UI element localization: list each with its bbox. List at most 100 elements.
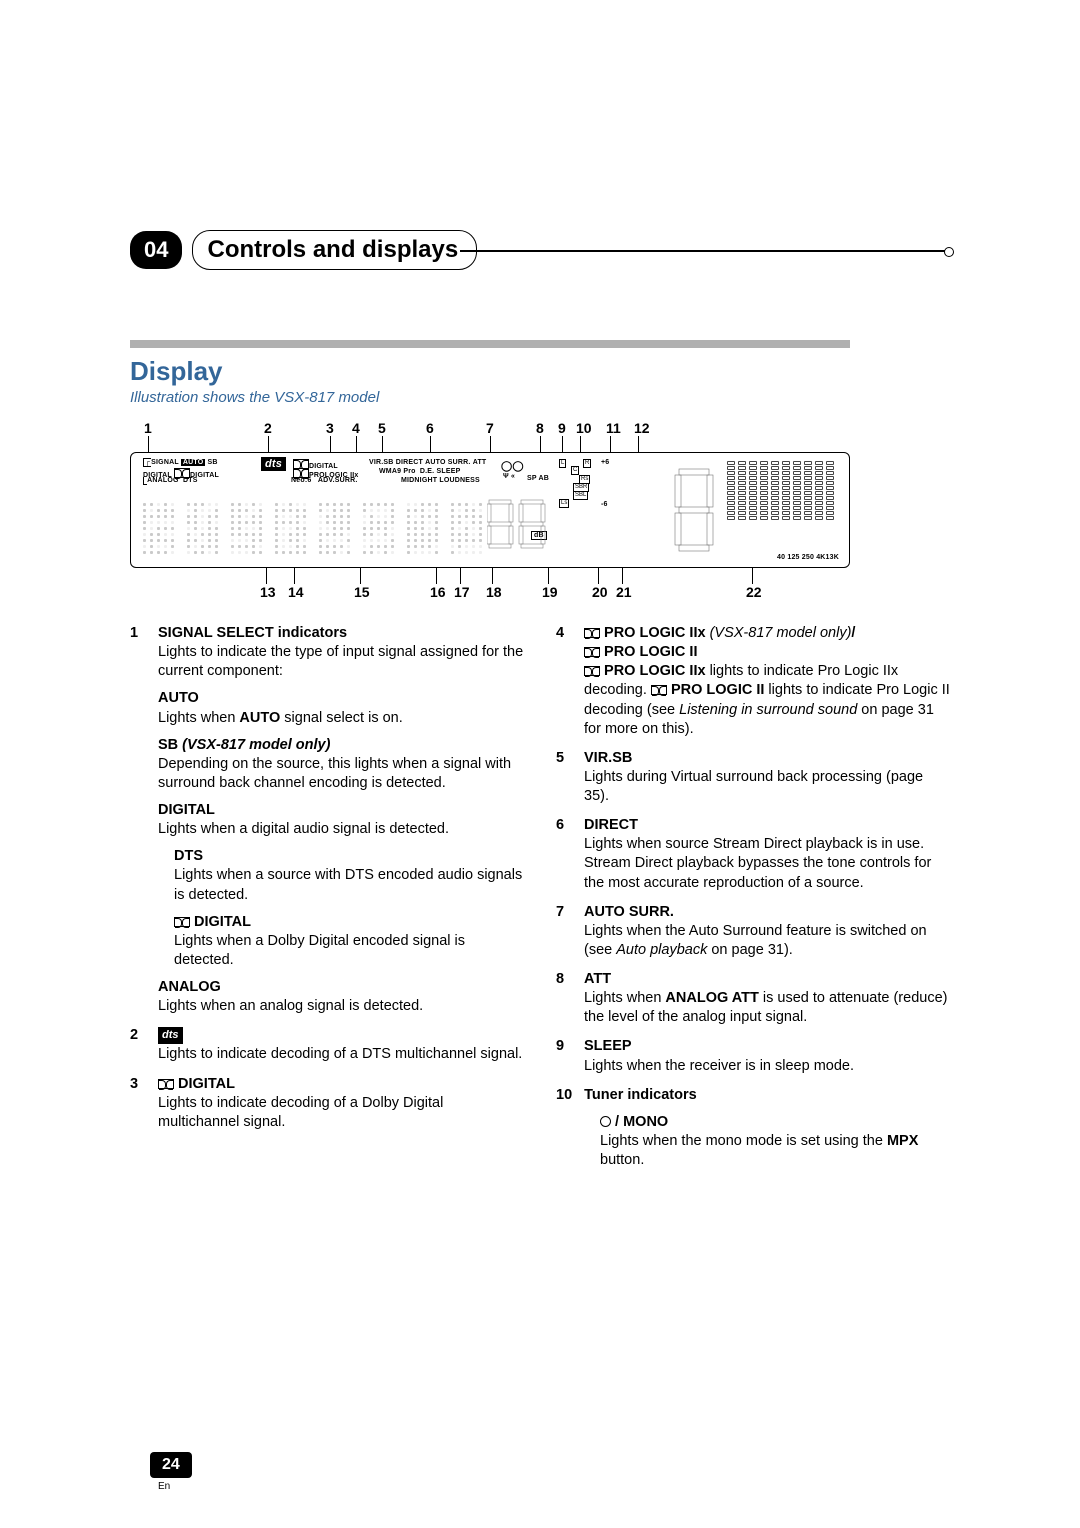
item-num: 10 [556,1086,572,1105]
spk-c: C [571,466,579,475]
item-num: 3 [130,1075,146,1094]
item-title: PRO LOGIC IIx (VSX-817 model only)/ PRO … [584,624,855,662]
item-title: Tuner indicators [584,1086,697,1105]
sp-label: SP AB [527,475,549,482]
document-page: 04 Controls and displays Display Illustr… [0,0,1080,1236]
chapter-number: 04 [130,231,182,269]
item-num: 4 [556,624,572,662]
dolby-icon [584,666,600,676]
page-number: 24 [150,1452,192,1478]
item-title: AUTO SURR. [584,903,674,922]
item-num: 8 [556,970,572,989]
item-title: VIR.SB [584,749,632,768]
description-columns: 1SIGNAL SELECT indicators Lights to indi… [130,614,950,1176]
sub-title: SB (VSX-817 model only) [158,736,524,755]
ind-wma: WMA9 Pro D.E. SLEEP [379,468,460,475]
big-segment-digit [673,465,719,553]
callout-3: 3 [326,420,334,436]
eq-labels: 40 125 250 4K13K [777,554,839,561]
callout-9: 9 [558,420,566,436]
ind-virsb: VIR.SB DIRECT AUTO SURR. ATT [369,459,486,466]
item-body: Depending on the source, this lights whe… [158,755,524,793]
sub-title: / MONO [600,1113,950,1132]
ind-analog-row: ANALOG DTS [143,477,198,484]
item-num: 5 [556,749,572,768]
dts-icon: dts [158,1026,183,1045]
callout-2: 2 [264,420,272,436]
item-title: ATT [584,970,611,989]
item-body: Lights when the Auto Surround feature is… [584,922,950,960]
item-body: Lights to indicate decoding of a DTS mul… [158,1045,524,1064]
callout-7: 7 [486,420,494,436]
item-title: SIGNAL SELECT indicators [158,624,347,643]
sub-title: DIGITAL [174,913,524,932]
item-body: Lights when the receiver is in sleep mod… [584,1057,950,1076]
callout-1: 1 [144,420,152,436]
callout-12: 12 [634,420,650,436]
callout-18: 18 [486,584,502,600]
chapter-header: 04 Controls and displays [130,230,950,270]
item-body: Lights during Virtual surround back proc… [584,768,950,806]
callout-11: 11 [606,420,621,436]
sub-title: AUTO [158,689,524,708]
dolby-icon [584,628,600,638]
callout-22: 22 [746,584,762,600]
callout-4: 4 [352,420,360,436]
callout-21: 21 [616,584,632,600]
small-segments [487,498,547,557]
ind-midnight: MIDNIGHT LOUDNESS [401,477,480,484]
dolby-icon [174,917,190,927]
dolby-icon [158,1079,174,1089]
item-body: Lights when AUTO signal select is on. [158,709,524,728]
item-body: Lights when a digital audio signal is de… [158,820,524,839]
callout-15: 15 [354,584,370,600]
item-body: Lights when ANALOG ATT is used to attenu… [584,989,950,1027]
callout-5: 5 [378,420,386,436]
item-num: 2 [130,1026,146,1045]
callout-19: 19 [542,584,558,600]
item-body: Lights when a source with DTS encoded au… [174,866,524,904]
right-column: 4 PRO LOGIC IIx (VSX-817 model only)/ PR… [556,614,950,1176]
eq-meter [727,461,841,541]
callout-20: 20 [592,584,608,600]
item-num: 6 [556,816,572,835]
ind-signal: ┌SIGNAL AUTO SB [143,459,218,466]
section-divider [130,340,850,348]
plus6: +6 [601,459,609,466]
item-title: DIRECT [584,816,638,835]
dts-badge: dts [261,457,286,471]
dolby-icon [584,647,600,657]
item-body: PRO LOGIC IIx lights to indicate Pro Log… [584,662,950,739]
item-body: Lights to indicate decoding of a Dolby D… [158,1094,524,1132]
spk-l: L [559,459,566,468]
callout-13: 13 [260,584,276,600]
display-diagram: 123456789101112 13141516171819202122 ┌SI… [130,420,850,600]
sub-title: ANALOG [158,978,524,997]
item-body: Lights when source Stream Direct playbac… [584,835,950,892]
callout-8: 8 [536,420,544,436]
callout-16: 16 [430,584,446,600]
header-rule [460,250,950,252]
spk-r: R [583,459,591,468]
callout-10: 10 [576,420,592,436]
item-num: 7 [556,903,572,922]
display-panel: ┌SIGNAL AUTO SB DIGITAL DIGITAL ANALOG D… [130,452,850,568]
page-lang: En [158,1481,170,1492]
sub-title: DIGITAL [158,801,524,820]
item-num: 9 [556,1037,572,1056]
tuner-icon: ◯◯ [501,461,524,472]
item-title: SLEEP [584,1037,632,1056]
spk-sbl: SBL [573,491,588,500]
item-title: DIGITAL [158,1075,235,1094]
item-body: Lights when an analog signal is detected… [158,997,524,1016]
sub-title: DTS [174,847,524,866]
callout-6: 6 [426,420,434,436]
ind-neo6: Neo:6 ADV.SURR. [291,477,358,484]
item-body: Lights when the mono mode is set using t… [600,1132,950,1170]
dolby-icon [651,685,667,695]
item-body: Lights to indicate the type of input sig… [158,643,524,681]
callout-17: 17 [454,584,470,600]
chapter-title: Controls and displays [192,230,477,270]
item-body: Lights when a Dolby Digital encoded sign… [174,932,524,970]
antenna-icon: Ψ « [503,473,515,480]
